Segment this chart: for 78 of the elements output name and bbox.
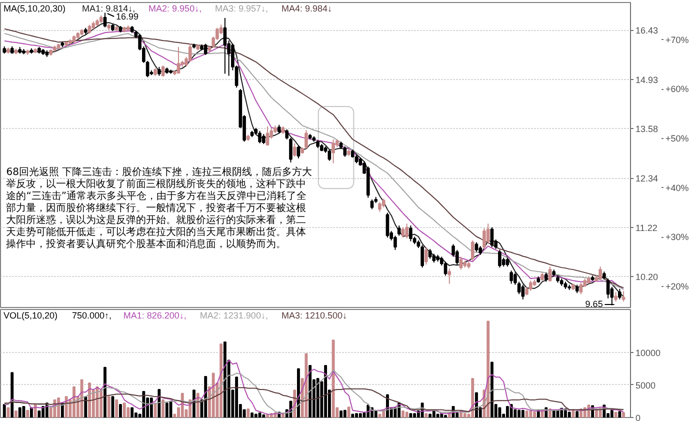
candlestick	[409, 224, 412, 242]
candlestick	[292, 142, 296, 158]
line-series	[4, 360, 624, 415]
candlestick	[258, 130, 262, 144]
annotation: 68回光返照 下降三连击：股价连续下挫，连拉三根阴线，随后多方大举反攻，以一根大阳收复了前面三根阴线所丧失的领地，这种下跌中途的“三连击”通常表示多头平仓，由于多方在当天反弹中已消耗了全部力量，因而股价将继续下行。一般情况下，投资者千万不要被这根大阳所迷惑，误以为这是反弹的开始。就股价运行的实际来看，第二天走势可能低开低走，可以考虑在拉大阳的当天尾市果断出货。具体操作中，投资者要认真研究个股基本面和消息面，以顺势而为。	[6, 166, 312, 250]
text: MA3: 9.957↓,	[215, 4, 268, 14]
candlestick	[103, 12, 107, 28]
candlestick	[262, 133, 266, 145]
candlestick	[394, 235, 397, 250]
annotation: 9.65	[585, 299, 603, 309]
candlestick	[204, 43, 208, 56]
candlestick	[548, 266, 552, 282]
candlestick	[188, 43, 192, 62]
y-tick-label: 10.20	[636, 272, 658, 282]
candlestick	[266, 126, 270, 146]
y-tick-label: 0	[636, 413, 641, 421]
candlestick	[401, 226, 405, 238]
text: MA4: 9.984↓	[282, 4, 332, 14]
candlestick	[521, 284, 525, 300]
y2-tick-label: +70%	[666, 34, 689, 45]
candlestick	[386, 212, 390, 238]
line-series	[4, 387, 624, 412]
chart-title: VOL(5,10,20)	[4, 310, 58, 320]
chart-title: MA(5,10,20,30)	[4, 4, 66, 14]
candlestick	[343, 146, 347, 158]
candlestick	[606, 278, 610, 299]
annotation: 16.99	[116, 12, 139, 22]
candlestick	[529, 280, 532, 292]
candlestick	[470, 240, 474, 262]
series-label: MA1: 9.814↓,	[82, 4, 136, 14]
y-tick-label: 14.93	[636, 75, 658, 86]
candlestick	[424, 246, 428, 266]
y2-tick-label: +40%	[666, 182, 689, 193]
candlestick	[614, 292, 618, 302]
candlestick	[622, 290, 626, 302]
y2-tick-label: +30%	[666, 232, 689, 242]
candlestick	[618, 288, 622, 300]
candlestick	[304, 130, 308, 150]
candlestick	[498, 249, 502, 268]
candlestick	[428, 248, 432, 260]
candlestick	[397, 224, 401, 236]
candlestick	[482, 228, 486, 250]
candlestick	[486, 223, 490, 244]
text: MA3: 1210.500↓	[282, 310, 348, 320]
y-tick-label: 16.43	[636, 26, 658, 36]
text: MA2: 1231.900↓,	[200, 310, 268, 320]
y-tick-label: 10000	[636, 348, 661, 358]
y2-tick-label: +50%	[666, 134, 689, 144]
y-tick-label: 11.22	[636, 222, 658, 233]
y-tick-label: 13.58	[636, 124, 658, 134]
candlestick	[459, 256, 463, 270]
candlestick	[161, 65, 165, 77]
text: MA2: 9.950↓,	[148, 4, 202, 14]
candlestick	[219, 24, 223, 35]
candlestick	[510, 270, 513, 284]
candlestick	[405, 223, 408, 240]
candlestick	[598, 266, 602, 280]
text: MA1: 826.200↓,	[123, 310, 186, 320]
candlestick	[544, 272, 548, 282]
y2-tick-label: +60%	[666, 84, 689, 94]
candlestick	[448, 268, 452, 284]
candlestick	[490, 226, 494, 248]
y-tick-label: 12.34	[636, 174, 658, 184]
candlestick	[328, 149, 332, 162]
line-series	[4, 370, 624, 414]
candlestick	[370, 199, 374, 210]
candlestick	[332, 138, 335, 164]
candlestick	[444, 261, 448, 276]
text: 750.000↑,	[72, 310, 112, 320]
candlestick	[176, 46, 180, 74]
candlestick	[378, 202, 382, 212]
candlestick	[223, 17, 227, 74]
candlestick	[579, 282, 583, 295]
candlestick	[474, 242, 478, 252]
y2-tick-label: +20%	[666, 281, 689, 292]
candlestick	[420, 244, 424, 268]
candlestick	[296, 145, 300, 159]
y-tick-label: 5000	[636, 380, 656, 390]
